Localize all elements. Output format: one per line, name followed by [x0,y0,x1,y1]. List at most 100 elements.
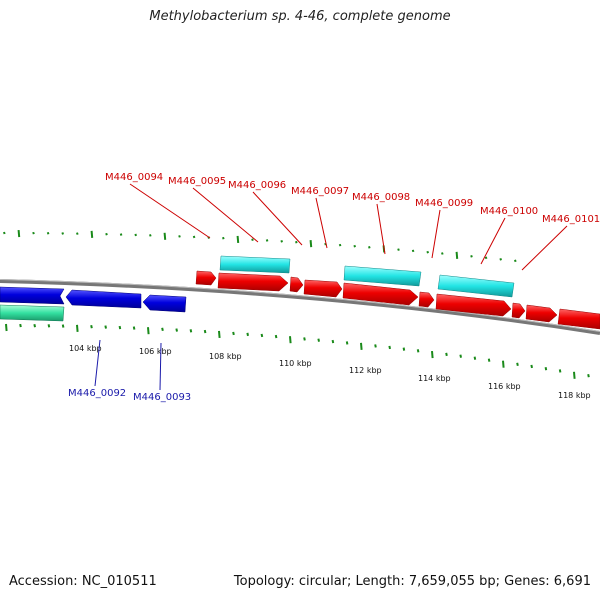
kbp-scale: 104 kbp 106 kbp 108 kbp 110 kbp 112 kbp 114 k… [69,344,591,400]
minor-tick [573,371,576,379]
minor-tick [514,259,517,263]
minor-tick [17,229,21,238]
minor-tick [46,231,50,235]
genome-backbone-highlight [0,279,600,332]
reverse-gene-labels: M446_0092 M446_0093 [68,339,191,403]
minor-tick [163,232,167,240]
minor-tick [134,233,137,237]
forward-gene-label[interactable]: M446_0094 [105,172,163,183]
forward-gene-m446-0094[interactable] [195,270,217,286]
minor-tick [388,345,391,350]
minor-tick [499,258,502,261]
kbp-tick-label: 108 kbp [209,352,242,361]
minor-tick [303,337,306,341]
label-leader-line [376,203,386,255]
forward-gene-label[interactable]: M446_0099 [415,198,473,209]
genome-backbone [0,279,600,335]
minor-tick [274,334,278,339]
rna-feature [219,255,291,274]
minor-tick [431,350,434,359]
minor-tick [558,369,562,373]
minor-tick [105,232,108,236]
forward-gene[interactable] [525,304,558,323]
minor-tick [236,235,240,244]
genome-summary-text: Topology: circular; Length: 7,659,055 bp… [233,574,591,589]
minor-tick [411,249,415,253]
minor-tick [484,256,488,260]
forward-gene-m446-0101[interactable] [511,302,526,319]
minor-tick [251,238,254,241]
kbp-tick-label: 118 kbp [558,391,591,400]
minor-tick [324,242,327,246]
forward-gene-label[interactable]: M446_0095 [168,176,226,187]
rna-feature [0,304,65,322]
minor-tick [161,327,164,332]
minor-tick [487,358,491,362]
label-leader-line [480,217,506,265]
minor-tick [345,341,349,345]
reverse-gene-m446-0092[interactable] [65,289,142,309]
minor-tick [90,325,93,329]
forward-gene-m446-0096[interactable] [289,276,304,293]
minor-tick [246,332,249,337]
forward-gene-m446-0098[interactable] [342,282,419,306]
forward-gene-label[interactable]: M446_0100 [480,206,538,217]
kbp-tick-label: 114 kbp [418,374,451,383]
minor-tick [374,344,377,348]
minor-tick [544,366,548,371]
label-leader-line [431,209,441,259]
forward-gene-label[interactable]: M446_0096 [228,180,286,191]
minor-tick [445,352,448,357]
minor-tick [260,333,264,338]
rna-feature [343,265,422,287]
minor-tick [192,235,196,239]
reverse-gene-m446-0093[interactable] [142,294,187,313]
forward-gene-label[interactable]: M446_0097 [291,186,349,197]
label-leader-line [252,191,303,246]
outer-minor-ticks [3,229,517,263]
label-leader-line [159,342,162,391]
minor-tick [178,235,181,238]
minor-tick [61,324,65,328]
minor-tick [516,362,519,366]
minor-tick [309,240,313,248]
minor-tick [331,339,335,344]
minor-tick [61,232,64,235]
inner-minor-ticks [5,323,590,379]
minor-tick [218,330,221,339]
kbp-tick-label: 116 kbp [488,382,521,391]
minor-tick [222,236,225,240]
minor-tick [76,324,79,332]
map-title: Methylobacterium sp. 4-46, complete geno… [149,9,451,24]
forward-gene-m446-0100[interactable] [435,293,512,317]
forward-rna-track [219,255,515,298]
forward-gene-label[interactable]: M446_0101 [542,214,600,225]
forward-gene-labels: M446_0094 M446_0095 M446_0096M446_0097M446… [105,172,600,271]
forward-gene[interactable] [557,308,600,330]
minor-tick [118,325,122,330]
minor-tick [441,252,444,255]
forward-gene-m446-0095[interactable] [217,272,289,292]
label-leader-line [129,183,211,239]
reverse-gene-label[interactable]: M446_0092 [68,388,126,399]
minor-tick [175,328,178,332]
kbp-tick-label: 112 kbp [349,366,382,375]
forward-gene-label[interactable]: M446_0098 [352,192,410,203]
minor-tick [32,231,35,235]
minor-tick [402,347,406,351]
minor-tick [426,250,429,254]
minor-tick [3,231,6,235]
minor-tick [265,239,269,242]
minor-tick [232,331,235,336]
minor-tick [47,324,51,328]
minor-tick [317,338,320,342]
minor-tick [280,240,283,243]
reverse-gene[interactable] [0,286,65,305]
minor-tick [473,356,477,360]
forward-gene-m446-0097[interactable] [303,279,343,298]
minor-tick [530,364,533,369]
forward-gene-m446-0099[interactable] [418,291,435,308]
reverse-gene-label[interactable]: M446_0093 [133,392,191,403]
reverse-cds-track [0,286,187,313]
